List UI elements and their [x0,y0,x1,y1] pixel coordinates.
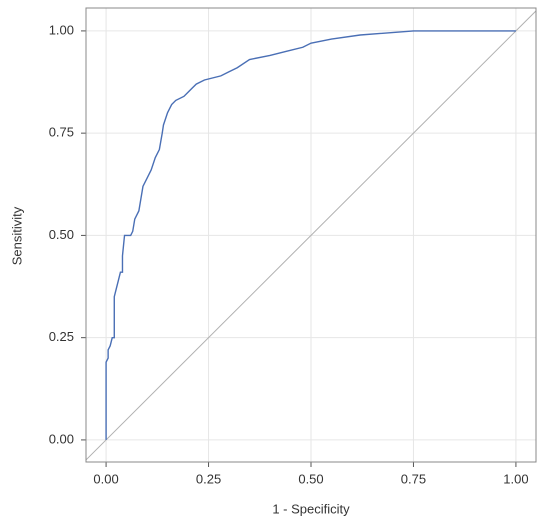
x-tick-label: 0.75 [401,471,426,486]
y-tick-label: 0.50 [49,227,74,242]
x-tick-label: 0.50 [298,471,323,486]
y-tick-label: 0.00 [49,431,74,446]
roc-curve [105,30,516,440]
plot-frame [85,7,537,463]
x-tick-label: 0.25 [196,471,221,486]
x-axis-label: 1 - Specificity [272,501,350,516]
x-tick-label: 1.00 [503,471,528,486]
y-axis-label: Sensitivity [9,206,24,265]
reference-line [85,10,537,461]
y-tick-label: 1.00 [49,22,74,37]
y-tick-label: 0.25 [49,329,74,344]
x-tick-label: 0.00 [93,471,118,486]
y-tick-label: 0.75 [49,125,74,140]
